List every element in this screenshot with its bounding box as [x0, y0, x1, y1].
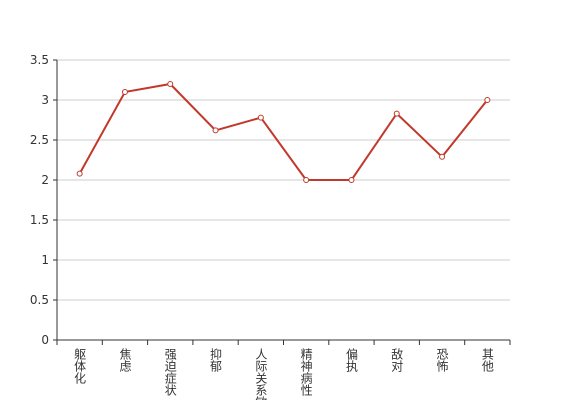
y-tick-label: 1.5	[30, 213, 49, 227]
x-tick-label: 其他	[480, 348, 494, 372]
x-tick-label: 恐怖	[435, 348, 449, 372]
line	[78, 82, 489, 181]
x-tick-label: 焦虑	[118, 348, 132, 372]
y-tick-label: 3	[41, 93, 49, 107]
point	[257, 114, 264, 121]
x-tick-label: 偏执	[344, 347, 358, 373]
point	[393, 110, 400, 117]
y-tick-label: 0	[41, 333, 49, 347]
point	[484, 97, 491, 103]
point	[303, 177, 310, 183]
point	[121, 89, 128, 95]
y-tick-label: 1	[41, 253, 49, 267]
x-tick-label: 精神病性	[299, 348, 313, 397]
y-tick-label: 2.5	[30, 133, 49, 147]
x-tick-label: 躯体化	[73, 347, 87, 385]
x-tick-label: 抑郁	[209, 347, 223, 373]
point	[167, 81, 174, 87]
y-tick-label: 0.5	[30, 293, 49, 307]
y-tick-label: 3.5	[30, 53, 49, 67]
x-tick-label: 敌对	[390, 347, 404, 372]
point	[76, 170, 83, 177]
x-tick-label: 人际关系敏感	[254, 348, 268, 400]
y-tick-label: 2	[41, 173, 49, 187]
point	[212, 127, 219, 134]
x-tick-label: 强迫症状	[163, 348, 177, 396]
point	[439, 153, 446, 160]
point	[348, 177, 355, 183]
